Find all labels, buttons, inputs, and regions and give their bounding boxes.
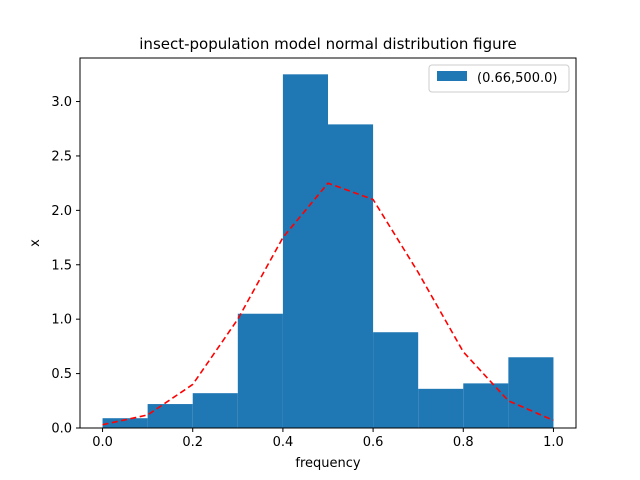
histogram-bar (147, 404, 193, 428)
histogram-bar (237, 313, 283, 428)
legend-label: (0.66,500.0) (477, 71, 557, 86)
legend: (0.66,500.0) (428, 64, 570, 93)
x-axis-ticks: 0.0 0.2 0.4 0.6 0.8 1.0 (92, 428, 564, 450)
histogram-bar (463, 383, 509, 428)
y-tick-label: 1.5 (51, 258, 72, 273)
density-line-path (102, 182, 554, 426)
x-tick-label: 1.0 (543, 435, 564, 450)
y-tick-label: 1.0 (51, 313, 72, 328)
legend-swatch (437, 71, 467, 81)
y-tick-label: 0.5 (51, 367, 72, 382)
x-tick-label: 0.8 (453, 435, 474, 450)
y-axis-label: x (28, 239, 43, 247)
x-tick-label: 0.4 (273, 435, 294, 450)
x-tick-label: 0.2 (182, 435, 203, 450)
histogram-bars (102, 74, 554, 428)
histogram-bar (328, 124, 374, 428)
y-axis-ticks: 0.0 0.5 1.0 1.5 2.0 2.5 3.0 (51, 95, 80, 437)
histogram-bar (192, 393, 238, 428)
y-tick-label: 2.5 (51, 149, 72, 164)
x-tick-label: 0.6 (363, 435, 384, 450)
x-tick-label: 0.0 (92, 435, 113, 450)
y-tick-label: 2.0 (51, 204, 72, 219)
histogram-bar (418, 388, 464, 428)
histogram-bar (508, 357, 554, 428)
chart-title: insect-population model normal distribut… (139, 35, 516, 53)
density-line (102, 182, 554, 426)
histogram-bar (282, 74, 328, 428)
histogram-bar (102, 418, 148, 428)
y-tick-label: 0.0 (51, 422, 72, 437)
y-tick-label: 3.0 (51, 95, 72, 110)
x-axis-label: frequency (295, 456, 361, 471)
plot-frame (79, 57, 577, 429)
histogram-bar (373, 332, 419, 428)
